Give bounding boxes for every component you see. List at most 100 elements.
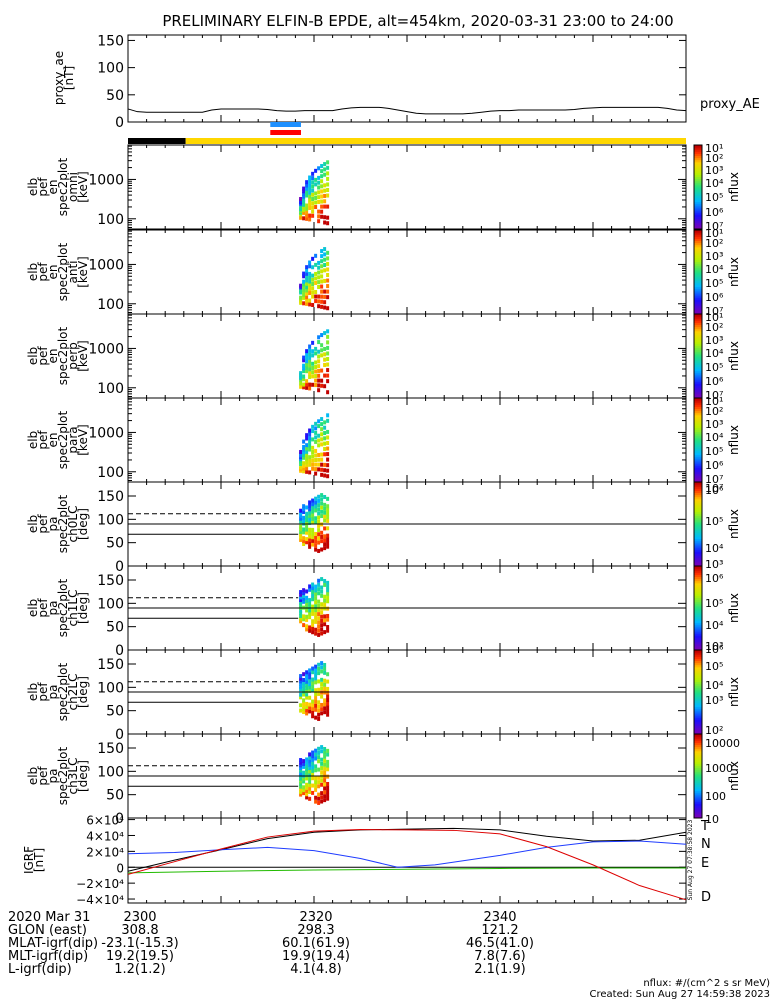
spectrogram-pixel (302, 527, 306, 532)
spectrogram-pixel (323, 706, 327, 711)
spectrogram-pixel (302, 210, 306, 215)
colorbar-segment (694, 216, 702, 219)
footer-row-label: 2020 Mar 31 (8, 910, 90, 925)
colorbar-segment (694, 205, 702, 209)
colorbar-label: 10⁴ (705, 431, 724, 444)
colorbar-segment (694, 519, 702, 523)
spectrogram-pixel (305, 595, 309, 600)
spectrogram-pixel (302, 205, 306, 210)
spectrogram-pixel (323, 473, 327, 478)
spectrogram-pixel (314, 776, 318, 781)
colorbar-segment (694, 163, 702, 167)
spectrogram-pixel (305, 530, 309, 535)
spectrogram-pixel (323, 268, 327, 273)
spectrogram-pixel (320, 661, 324, 666)
colorbar-label: 10⁶ (705, 375, 724, 388)
spectrogram-ytick-label: 50 (106, 788, 124, 804)
spectrogram-pixel (326, 599, 330, 604)
spectrogram-pixel (323, 183, 327, 188)
colorbar-segment (694, 203, 702, 207)
colorbar-segment (694, 582, 702, 586)
spectrogram-pixel (317, 354, 321, 359)
colorbar-label: 10⁶ (705, 206, 724, 219)
spectrogram-pixel (320, 799, 324, 804)
colorbar-label: 10² (705, 321, 723, 334)
spectrogram-pixel (302, 216, 306, 221)
spectrogram-pixel (308, 462, 312, 467)
colorbar-segment (694, 475, 702, 479)
spectrogram-ylabel-line: para (66, 426, 80, 453)
spectrogram-pixel (326, 584, 330, 589)
spectrogram-pixel (308, 611, 312, 616)
spectrogram-pixel (308, 671, 312, 676)
colorbar-label: 10⁴ (705, 619, 724, 632)
spectrogram-pixel (323, 622, 327, 627)
spectrogram-pixel (317, 603, 321, 608)
footer-value: 19.9(19.4) (282, 949, 350, 964)
spectrogram-pixel (308, 790, 312, 795)
spectrogram-pixel (311, 699, 315, 704)
colorbar-segment (694, 337, 702, 340)
spectrogram-pixel (299, 537, 303, 542)
colorbar-segment (694, 717, 702, 720)
spectrogram-pixel (302, 507, 306, 512)
colorbar-label: 10¹ (705, 395, 723, 408)
spectrogram-pixel (302, 191, 306, 196)
colorbar-segment (694, 698, 702, 701)
spectrogram-pixel (320, 249, 324, 254)
colorbar-segment (694, 524, 702, 527)
spectrogram-pixel (308, 615, 312, 620)
spectrogram-pixel (326, 526, 330, 531)
spectrogram-pixel (317, 304, 321, 309)
spectrogram-pixel (311, 209, 315, 214)
spectrogram-pixel (323, 666, 327, 671)
colorbar-segment (694, 767, 702, 771)
spectrogram-pixel (308, 601, 312, 606)
colorbar-segment (694, 362, 702, 365)
colorbar-segment (694, 372, 702, 376)
spectrogram-pixel (311, 710, 315, 715)
colorbar-segment (694, 757, 702, 760)
spectrogram-pixel (299, 592, 303, 597)
spectrogram-pixel (308, 786, 312, 791)
colorbar-segment (694, 324, 702, 328)
spectrogram-pixel (308, 436, 312, 441)
colorbar-segment (694, 664, 702, 668)
colorbar-segment (694, 191, 702, 194)
spectrogram-pixel (323, 542, 327, 547)
spectrogram-pixel (311, 765, 315, 770)
spectrogram-pixel (320, 547, 324, 552)
spectrogram-pixel (323, 710, 327, 715)
spectrogram-ylabel-line: spec2plot (56, 494, 70, 553)
colorbar-segment (694, 212, 702, 215)
spectrogram-pixel (308, 769, 312, 774)
spectrogram-ytick-label: 150 (97, 489, 124, 505)
spectrogram-pixel (311, 688, 315, 693)
spectrogram-pixel (320, 694, 324, 699)
colorbar-segment (694, 549, 702, 552)
spectrogram-pixel (320, 610, 324, 615)
spectrogram-pixel (302, 455, 306, 460)
spectrogram-pixel (305, 518, 309, 523)
spectrogram-pixel (320, 343, 324, 348)
colorbar-segment (694, 614, 702, 617)
spectrogram-pixel (302, 355, 306, 360)
spectrogram-pixel (305, 285, 309, 290)
spectrogram-pixel (323, 546, 327, 551)
colorbar-segment (694, 815, 702, 819)
spectrogram-pixel (302, 536, 306, 541)
spectrogram-pixel (311, 597, 315, 602)
spectrogram-pixel (314, 543, 318, 548)
spectrogram-pixel (311, 466, 315, 471)
colorbar-segment (694, 702, 702, 706)
colorbar-segment (694, 442, 702, 445)
spectrogram-pixel (314, 378, 318, 383)
spectrogram-pixel (326, 785, 330, 790)
spectrogram-pixel (305, 627, 309, 632)
spectrogram-pixel (302, 779, 306, 784)
spectrogram-pixel (305, 682, 309, 687)
colorbar-segment (694, 320, 702, 323)
colorbar-segment (694, 507, 702, 510)
colorbar-segment (694, 780, 702, 783)
colorbar-segment (694, 387, 702, 391)
